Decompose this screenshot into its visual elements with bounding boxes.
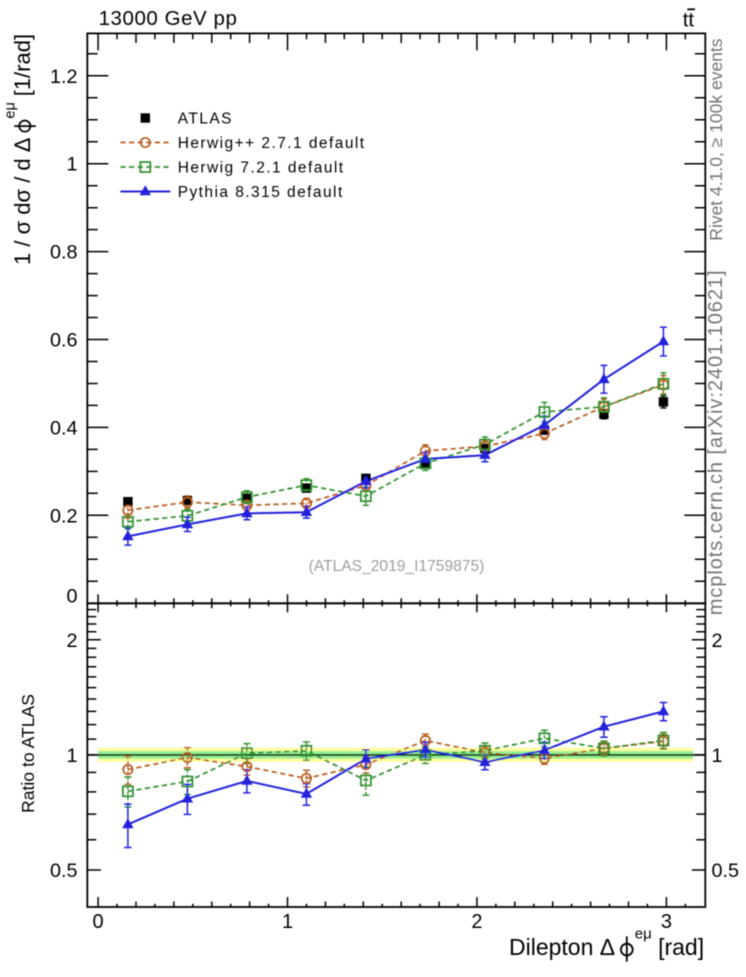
svg-text:0.2: 0.2 — [50, 505, 78, 527]
svg-text:0.5: 0.5 — [50, 860, 78, 882]
svg-text:Herwig 7.2.1 default: Herwig 7.2.1 default — [178, 159, 345, 176]
svg-text:tt: tt — [683, 9, 695, 32]
svg-text:Ratio to ATLAS: Ratio to ATLAS — [18, 694, 38, 813]
svg-text:2: 2 — [66, 630, 77, 652]
svg-text:2: 2 — [712, 630, 723, 652]
svg-text:[1/rad]: [1/rad] — [10, 34, 35, 102]
svg-text:[rad]: [rad] — [652, 934, 704, 960]
svg-text:1: 1 — [66, 154, 77, 176]
svg-text:eμ: eμ — [3, 102, 19, 118]
svg-text:1 / σ dσ / d Δ: 1 / σ dσ / d Δ — [10, 133, 35, 265]
svg-text:1: 1 — [282, 911, 293, 933]
svg-text:Rivet 4.1.0, ≥ 100k events: Rivet 4.1.0, ≥ 100k events — [706, 38, 726, 240]
svg-text:ATLAS: ATLAS — [178, 110, 233, 127]
svg-text:Herwig++ 2.7.1 default: Herwig++ 2.7.1 default — [178, 135, 366, 152]
svg-text:Dilepton Δ: Dilepton Δ — [509, 934, 620, 960]
svg-text:0.4: 0.4 — [50, 417, 78, 439]
svg-text:0: 0 — [66, 586, 77, 608]
svg-text:0.5: 0.5 — [712, 860, 740, 882]
svg-text:1: 1 — [66, 745, 77, 767]
svg-text:eμ: eμ — [635, 926, 652, 943]
svg-text:0.6: 0.6 — [50, 330, 78, 352]
svg-text:13000 GeV pp: 13000 GeV pp — [99, 7, 238, 30]
svg-text:0.8: 0.8 — [50, 242, 78, 264]
svg-text:Pythia 8.315 default: Pythia 8.315 default — [178, 184, 344, 201]
svg-text:2: 2 — [471, 911, 482, 933]
svg-text:0: 0 — [93, 911, 104, 933]
svg-text:(ATLAS_2019_I1759875): (ATLAS_2019_I1759875) — [309, 558, 485, 575]
svg-text:1.2: 1.2 — [50, 66, 78, 88]
svg-text:1: 1 — [712, 745, 723, 767]
svg-text:mcplots.cern.ch [arXiv:2401.10: mcplots.cern.ch [arXiv:2401.10621] — [705, 269, 727, 615]
svg-text:3: 3 — [661, 911, 672, 933]
